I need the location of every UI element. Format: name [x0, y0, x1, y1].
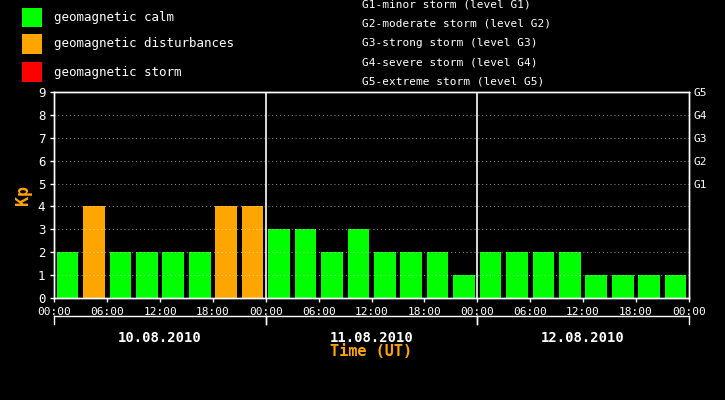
Text: 12.08.2010: 12.08.2010: [541, 331, 625, 345]
Bar: [665, 275, 687, 298]
Bar: [533, 252, 554, 298]
Y-axis label: Kp: Kp: [14, 185, 33, 205]
Bar: [559, 252, 581, 298]
Text: G1-minor storm (level G1): G1-minor storm (level G1): [362, 0, 531, 9]
Text: G4-severe storm (level G4): G4-severe storm (level G4): [362, 58, 538, 68]
Bar: [294, 229, 316, 298]
Bar: [453, 275, 475, 298]
Text: G2-moderate storm (level G2): G2-moderate storm (level G2): [362, 19, 552, 29]
FancyBboxPatch shape: [22, 8, 42, 27]
Text: geomagnetic storm: geomagnetic storm: [54, 66, 182, 79]
Bar: [480, 252, 502, 298]
Bar: [427, 252, 449, 298]
Bar: [83, 206, 105, 298]
FancyBboxPatch shape: [22, 34, 42, 54]
Bar: [241, 206, 263, 298]
Text: 10.08.2010: 10.08.2010: [118, 331, 202, 345]
Text: Time (UT): Time (UT): [331, 344, 413, 359]
Text: 11.08.2010: 11.08.2010: [330, 331, 413, 345]
Bar: [268, 229, 290, 298]
Bar: [109, 252, 131, 298]
Text: geomagnetic disturbances: geomagnetic disturbances: [54, 38, 234, 50]
Bar: [506, 252, 528, 298]
Text: geomagnetic calm: geomagnetic calm: [54, 11, 175, 24]
Bar: [215, 206, 237, 298]
Bar: [321, 252, 343, 298]
Text: G3-strong storm (level G3): G3-strong storm (level G3): [362, 38, 538, 48]
Bar: [585, 275, 607, 298]
Bar: [612, 275, 634, 298]
Text: G5-extreme storm (level G5): G5-extreme storm (level G5): [362, 77, 544, 87]
Bar: [400, 252, 422, 298]
Bar: [374, 252, 396, 298]
Bar: [189, 252, 210, 298]
FancyBboxPatch shape: [22, 62, 42, 82]
Bar: [347, 229, 369, 298]
Bar: [638, 275, 660, 298]
Bar: [57, 252, 78, 298]
Bar: [162, 252, 184, 298]
Bar: [136, 252, 158, 298]
